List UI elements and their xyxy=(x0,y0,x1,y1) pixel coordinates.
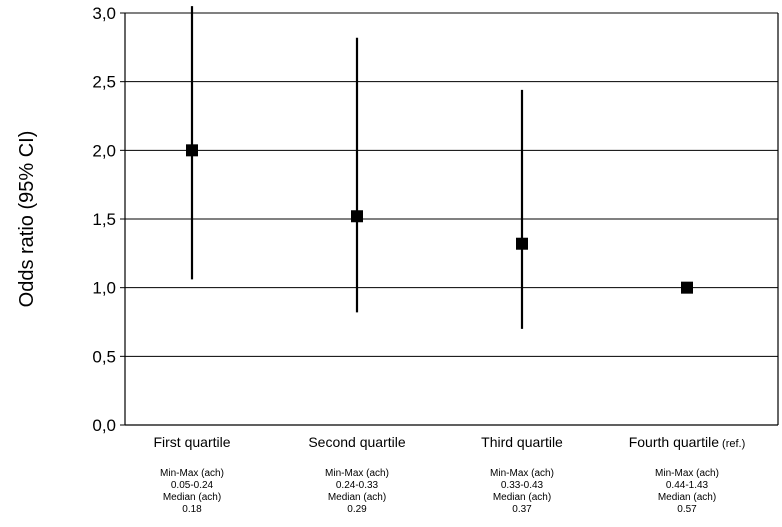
quartile-note: 0.29 xyxy=(347,504,367,515)
quartile-note: Min-Max (ach) xyxy=(655,468,719,479)
quartile-note: Median (ach) xyxy=(328,492,386,503)
x-category-label: Fourth quartile (ref.) xyxy=(629,434,746,450)
quartile-note: 0.37 xyxy=(512,504,532,515)
quartile-note: 0.05-0.24 xyxy=(171,480,214,491)
y-tick-label: 0,5 xyxy=(92,347,116,366)
gridlines xyxy=(120,12,778,426)
quartile-note: Median (ach) xyxy=(493,492,551,503)
y-tick-label: 3,0 xyxy=(92,4,116,23)
quartile-note: Median (ach) xyxy=(658,492,716,503)
y-axis-label: Odds ratio (95% CI) xyxy=(16,131,38,308)
odds-ratio-point xyxy=(351,210,363,223)
quartile-note: 0.44-1.43 xyxy=(666,480,709,491)
y-tick-labels: 0,0 0,5 1,0 1,5 2,0 2,5 3,0 xyxy=(92,4,116,435)
x-category-label: Third quartile xyxy=(481,434,563,450)
x-category-label: First quartile xyxy=(153,434,230,450)
reference-suffix: (ref.) xyxy=(719,438,745,450)
quartile-note: 0.24-0.33 xyxy=(336,480,379,491)
y-tick-label: 0,0 xyxy=(92,416,116,435)
y-tick-label: 1,0 xyxy=(92,279,116,298)
odds-ratio-point xyxy=(516,237,528,250)
y-tick-label: 2,0 xyxy=(92,141,116,160)
quartile-note: 0.18 xyxy=(182,504,202,515)
axes xyxy=(124,13,779,426)
y-tick-label: 1,5 xyxy=(92,210,116,229)
y-tick-label: 2,5 xyxy=(92,73,116,92)
quartile-note: 0.33-0.43 xyxy=(501,480,544,491)
quartile-note: Min-Max (ach) xyxy=(160,468,224,479)
odds-ratio-point xyxy=(186,144,198,157)
quartile-note: 0.57 xyxy=(677,504,697,515)
quartile-note: Min-Max (ach) xyxy=(325,468,389,479)
odds-ratio-point xyxy=(681,281,693,294)
data-marks xyxy=(186,6,693,329)
quartile-note: Min-Max (ach) xyxy=(490,468,554,479)
quartile-note: Median (ach) xyxy=(163,492,221,503)
x-category-label: Second quartile xyxy=(308,434,406,450)
